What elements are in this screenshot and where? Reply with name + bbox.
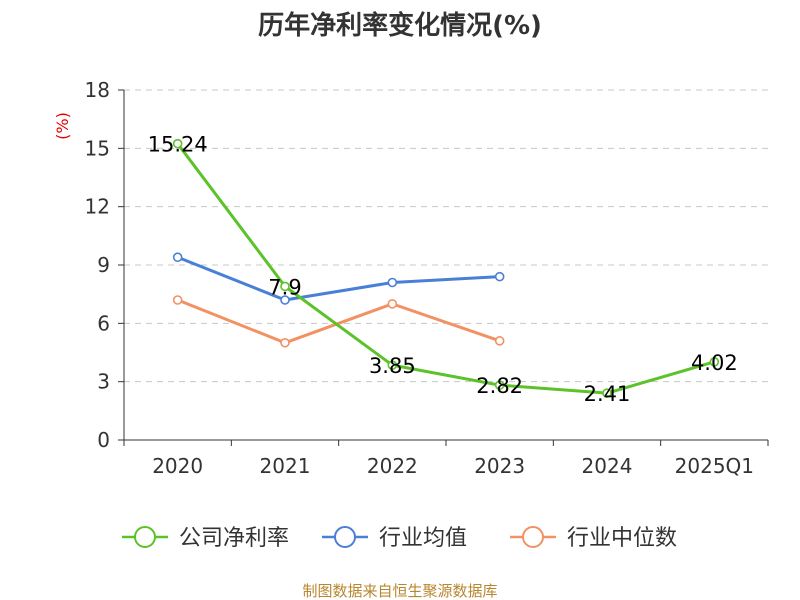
data-point[interactable] [709,357,720,367]
x-tick-label: 2025Q1 [675,454,754,478]
axes [118,89,769,446]
data-point[interactable] [172,138,183,149]
legend-marker [522,526,544,548]
x-tick-label: 2021 [260,454,311,478]
x-tick-label: 2023 [474,454,525,478]
legend-item-label[interactable]: 行业中位数 [567,526,677,551]
y-axis-unit: (%) [53,112,72,140]
y-tick-label: 0 [97,428,110,452]
data-point[interactable] [494,380,505,390]
data-point[interactable] [602,388,612,398]
series-line [177,255,500,302]
data-label: 3.85 [369,354,416,378]
data-point[interactable] [172,252,183,263]
data-label: 2.82 [476,374,523,398]
data-point[interactable] [387,277,398,288]
grid-lines [124,89,768,383]
series-line [176,142,715,395]
data-label: 4.02 [691,351,738,375]
data-point[interactable] [387,299,398,309]
data-point[interactable] [280,295,290,305]
legend-marker [134,526,156,548]
y-tick-label: 9 [97,253,110,277]
data-label: 2.41 [584,382,631,406]
data-label: 7.9 [268,275,301,299]
x-tick-label: 2020 [152,454,203,478]
data-point[interactable] [280,281,290,292]
source-note: 制图数据来自恒生聚源数据库 [302,582,497,600]
data-point[interactable] [172,295,183,305]
data-point[interactable] [280,337,290,348]
chart-title: 历年净利率变化情况(%) [258,10,542,41]
y-tick-label: 12 [85,195,110,219]
y-tick-label: 15 [85,136,110,160]
y-tick-label: 18 [85,78,110,102]
legend-item-label[interactable]: 公司净利率 [179,526,289,551]
data-point[interactable] [387,360,398,370]
legend[interactable]: 公司净利率 行业均值 行业中位数 [122,526,677,551]
y-tick-label: 6 [97,311,110,335]
data-point[interactable] [494,336,505,346]
x-tick-label: 2022 [367,454,418,478]
tick-labels: 0 3 6 9 12 15 18 2020 2021 2022 2023 2024 2025Q1 [85,78,754,478]
data-label: 15.24 [148,133,208,157]
data-point[interactable] [494,271,505,282]
series-line [177,298,501,345]
legend-item-label[interactable]: 行业均值 [379,526,467,551]
data-labels: 15.24 7.9 3.85 2.82 2.41 4.02 [148,133,738,406]
x-tick-label: 2024 [582,454,633,478]
y-tick-label: 3 [97,370,110,394]
legend-marker [334,526,356,548]
series-layer [172,138,720,398]
